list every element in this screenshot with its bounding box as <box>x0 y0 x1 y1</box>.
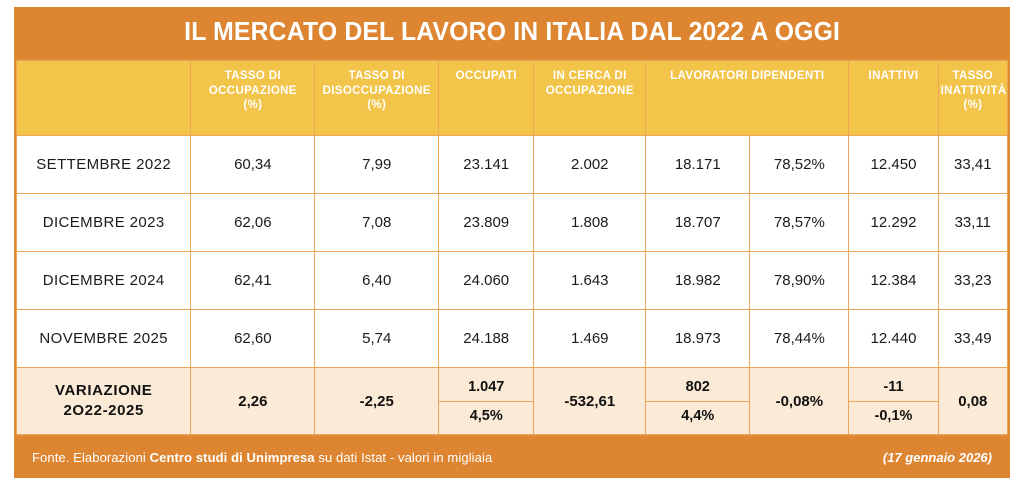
cell-tasso-inattivita: 33,49 <box>937 309 1009 368</box>
cell-occupati: 24.188 <box>438 309 535 368</box>
footer-date: (17 gennaio 2026) <box>882 450 992 465</box>
cell-inattivi: 12.450 <box>848 135 939 194</box>
variation-tasso-inattivita: 0,08 <box>937 367 1009 435</box>
cell-dipendenti-num: 18.171 <box>645 135 751 194</box>
variation-dipendenti-split: 802 4,4% <box>645 367 751 435</box>
row-label: DICEMBRE 2024 <box>15 251 192 310</box>
header-line: OCCUPAZIONE <box>208 84 297 97</box>
cell-occupati: 23.809 <box>438 193 535 252</box>
cell-dipendenti-pct: 78,44% <box>749 309 850 368</box>
variation-tasso-occupazione: 2,26 <box>190 367 316 435</box>
cell-tasso-disoccupazione: 6,40 <box>314 251 440 310</box>
variation-inattivi-split: -11 -0,1% <box>848 367 939 435</box>
cell-inattivi: 12.440 <box>848 309 939 368</box>
cell-in-cerca: 1.808 <box>533 193 647 252</box>
data-table-wrapper: TASSO DI OCCUPAZIONE (%) TASSO DI DISOCC… <box>14 58 1010 437</box>
cell-tasso-inattivita: 33,23 <box>937 251 1009 310</box>
cell-tasso-inattivita: 33,41 <box>937 135 1009 194</box>
variation-dipendenti-pct: -0,08% <box>749 367 850 435</box>
cell-tasso-inattivita: 33,11 <box>937 193 1009 252</box>
header-line: OCCUPAZIONE <box>545 84 634 97</box>
header-cell-tasso-inattivita: TASSO INATTIVITÀ (%) <box>937 60 1009 136</box>
variation-inattivi-pct: -0,1% <box>874 407 913 424</box>
cell-occupati: 24.060 <box>438 251 535 310</box>
header-cell-occupati: OCCUPATI <box>438 60 535 136</box>
cell-in-cerca: 2.002 <box>533 135 647 194</box>
header-cell-in-cerca-occupazione: IN CERCA DI OCCUPAZIONE <box>533 60 647 136</box>
cell-in-cerca: 1.469 <box>533 309 647 368</box>
cell-tasso-occupazione: 62,06 <box>190 193 316 252</box>
variation-dipendenti-abs-pct: 4,4% <box>681 407 715 424</box>
header-cell-lavoratori-dipendenti: LAVORATORI DIPENDENTI <box>645 60 850 136</box>
footer-source: Fonte. Elaborazioni Centro studi di Unim… <box>32 450 492 465</box>
labour-market-table: TASSO DI OCCUPAZIONE (%) TASSO DI DISOCC… <box>15 60 1009 435</box>
header-cell-tasso-disoccupazione: TASSO DI DISOCCUPAZIONE (%) <box>314 60 440 136</box>
variation-occupati-split: 1.047 4,5% <box>438 367 535 435</box>
variation-tasso-disoccupazione: -2,25 <box>314 367 440 435</box>
header-line: TASSO DI <box>224 70 281 82</box>
cell-dipendenti-num: 18.707 <box>645 193 751 252</box>
cell-dipendenti-pct: 78,52% <box>749 135 850 194</box>
header-cell-inattivi: INATTIVI <box>848 60 939 136</box>
cell-inattivi: 12.384 <box>848 251 939 310</box>
cell-occupati: 23.141 <box>438 135 535 194</box>
header-line: IN CERCA DI <box>552 70 627 82</box>
header-line: TASSO DI <box>348 70 405 82</box>
header-line: (%) <box>963 99 983 112</box>
footer-band: Fonte. Elaborazioni Centro studi di Unim… <box>14 437 1010 478</box>
cell-tasso-disoccupazione: 7,08 <box>314 193 440 252</box>
variation-in-cerca: -532,61 <box>533 367 647 435</box>
variation-label-line1: VARIAZIONE <box>55 381 153 399</box>
header-line: (%) <box>243 99 263 112</box>
header-cell-blank <box>15 60 192 136</box>
cell-tasso-occupazione: 62,41 <box>190 251 316 310</box>
footer-source-bold: Centro studi di Unimpresa <box>149 450 315 465</box>
cell-dipendenti-pct: 78,90% <box>749 251 850 310</box>
header-line: DISOCCUPAZIONE <box>322 84 431 97</box>
title-band: IL MERCATO DEL LAVORO IN ITALIA DAL 2022… <box>14 7 1010 58</box>
header-line: INATTIVI <box>868 70 919 82</box>
cell-tasso-disoccupazione: 5,74 <box>314 309 440 368</box>
table-row: DICEMBRE 2024 62,41 6,40 24.060 1.643 18… <box>15 251 1009 310</box>
variation-dipendenti-abs: 802 <box>646 373 750 402</box>
cell-tasso-occupazione: 62,60 <box>190 309 316 368</box>
table-row-variation: VARIAZIONE 2O22-2025 2,26 -2,25 1.047 4,… <box>15 367 1009 435</box>
cell-dipendenti-num: 18.982 <box>645 251 751 310</box>
variation-label-line2: 2O22-2025 <box>63 402 144 419</box>
header-cell-tasso-occupazione: TASSO DI OCCUPAZIONE (%) <box>190 60 316 136</box>
cell-tasso-occupazione: 60,34 <box>190 135 316 194</box>
variation-label: VARIAZIONE 2O22-2025 <box>15 367 192 435</box>
header-line: OCCUPATI <box>455 70 517 82</box>
header-line: INATTIVITÀ <box>940 84 1007 97</box>
header-line: TASSO <box>952 70 994 82</box>
variation-occupati-abs: 1.047 <box>439 373 534 402</box>
row-label: NOVEMBRE 2025 <box>15 309 192 368</box>
cell-dipendenti-num: 18.973 <box>645 309 751 368</box>
footer-source-prefix: Fonte. Elaborazioni <box>32 450 150 465</box>
row-label: DICEMBRE 2023 <box>15 193 192 252</box>
cell-inattivi: 12.292 <box>848 193 939 252</box>
table-row: DICEMBRE 2023 62,06 7,08 23.809 1.808 18… <box>15 193 1009 252</box>
table-row: SETTEMBRE 2022 60,34 7,99 23.141 2.002 1… <box>15 135 1009 194</box>
cell-tasso-disoccupazione: 7,99 <box>314 135 440 194</box>
header-line: (%) <box>367 99 387 112</box>
table-header-row: TASSO DI OCCUPAZIONE (%) TASSO DI DISOCC… <box>15 60 1009 136</box>
header-line: LAVORATORI DIPENDENTI <box>670 70 825 82</box>
cell-dipendenti-pct: 78,57% <box>749 193 850 252</box>
row-label: SETTEMBRE 2022 <box>15 135 192 194</box>
page-title: IL MERCATO DEL LAVORO IN ITALIA DAL 2022… <box>184 18 840 46</box>
footer-source-suffix: su dati Istat - valori in migliaia <box>314 450 493 465</box>
variation-inattivi-abs: -11 <box>849 373 938 402</box>
variation-occupati-pct: 4,5% <box>469 407 503 424</box>
table-row: NOVEMBRE 2025 62,60 5,74 24.188 1.469 18… <box>15 309 1009 368</box>
cell-in-cerca: 1.643 <box>533 251 647 310</box>
